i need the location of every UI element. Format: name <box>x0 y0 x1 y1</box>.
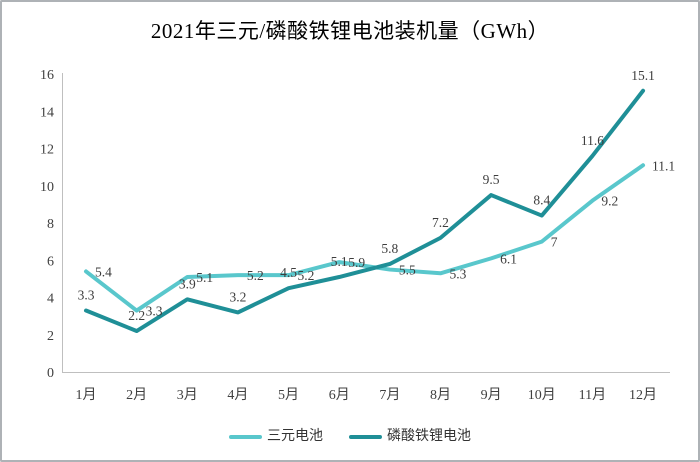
svg-text:10: 10 <box>40 180 54 195</box>
svg-text:6月: 6月 <box>329 387 350 403</box>
svg-text:5.1: 5.1 <box>196 270 213 285</box>
svg-text:4: 4 <box>47 292 54 307</box>
svg-text:5.5: 5.5 <box>399 263 416 278</box>
svg-text:3月: 3月 <box>177 387 198 403</box>
svg-text:5.1: 5.1 <box>331 254 348 269</box>
svg-text:5.3: 5.3 <box>449 266 466 281</box>
svg-text:8月: 8月 <box>430 387 451 403</box>
svg-text:7: 7 <box>551 235 558 250</box>
svg-text:5.9: 5.9 <box>348 255 365 270</box>
svg-text:6.1: 6.1 <box>500 251 517 266</box>
svg-text:5月: 5月 <box>278 387 299 403</box>
chart-legend: 三元电池 磷酸铁锂电池 <box>2 430 698 444</box>
svg-text:0: 0 <box>47 366 54 381</box>
svg-text:14: 14 <box>40 105 54 120</box>
svg-text:8: 8 <box>47 217 54 232</box>
svg-text:2月: 2月 <box>126 387 147 403</box>
svg-text:12: 12 <box>40 143 54 158</box>
chart-title: 2021年三元/磷酸铁锂电池装机量（GWh） <box>150 19 550 43</box>
svg-text:11月: 11月 <box>579 387 606 403</box>
svg-text:2: 2 <box>47 329 54 344</box>
legend-label-ternary-battery: 三元电池 <box>267 429 323 444</box>
svg-text:12月: 12月 <box>629 387 657 403</box>
svg-text:1月: 1月 <box>76 387 97 403</box>
svg-text:3.3: 3.3 <box>146 304 163 319</box>
svg-text:6: 6 <box>47 254 54 269</box>
svg-text:2.2: 2.2 <box>128 308 145 323</box>
ternary-battery-line-swatch-icon <box>229 435 262 439</box>
svg-text:3.9: 3.9 <box>179 276 196 291</box>
svg-text:9.2: 9.2 <box>601 194 618 209</box>
svg-text:5.8: 5.8 <box>381 241 398 256</box>
svg-text:11.1: 11.1 <box>652 158 675 173</box>
svg-text:3.2: 3.2 <box>229 289 246 304</box>
legend-item-ternary-battery: 三元电池 <box>229 430 323 444</box>
svg-text:7月: 7月 <box>379 387 400 403</box>
svg-text:11.6: 11.6 <box>581 133 604 148</box>
svg-text:3.3: 3.3 <box>78 288 95 303</box>
legend-item-lfp-battery: 磷酸铁锂电池 <box>349 430 471 444</box>
svg-text:5.4: 5.4 <box>95 264 112 279</box>
svg-text:4月: 4月 <box>227 387 248 403</box>
svg-text:15.1: 15.1 <box>631 68 655 83</box>
svg-text:9.5: 9.5 <box>483 172 500 187</box>
legend-label-lfp-battery: 磷酸铁锂电池 <box>387 429 471 444</box>
lfp-battery-line-swatch-icon <box>349 435 382 439</box>
svg-text:4.5: 4.5 <box>280 265 297 280</box>
svg-text:7.2: 7.2 <box>432 215 449 230</box>
svg-text:16: 16 <box>40 68 54 83</box>
svg-text:9月: 9月 <box>481 387 502 403</box>
svg-text:8.4: 8.4 <box>533 193 550 208</box>
svg-text:5.2: 5.2 <box>247 268 264 283</box>
svg-text:10月: 10月 <box>528 387 556 403</box>
svg-text:5.2: 5.2 <box>298 268 315 283</box>
